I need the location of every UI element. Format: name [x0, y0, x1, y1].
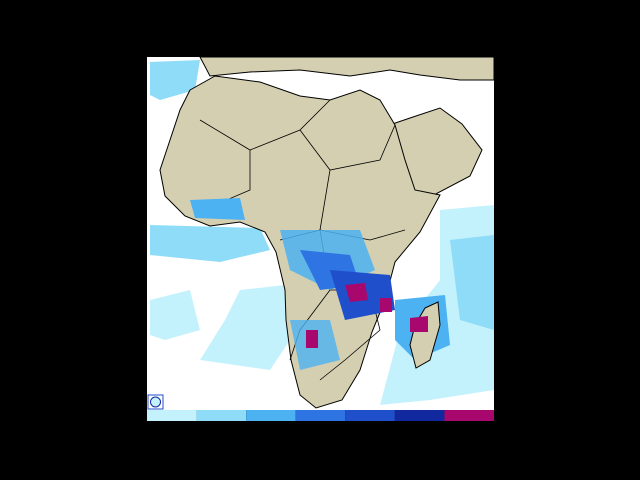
- legend-swatch: [345, 410, 395, 421]
- precip-area: [190, 198, 245, 220]
- precip-area: [410, 316, 428, 332]
- legend-swatch: [196, 410, 247, 421]
- globe[interactable]: [150, 396, 161, 408]
- legend-swatch: [246, 410, 296, 421]
- precip-area: [345, 283, 368, 302]
- precip-area: [150, 225, 270, 262]
- europe: [199, 56, 495, 81]
- precip-area: [306, 330, 318, 348]
- precip-area: [450, 235, 494, 330]
- legend-swatch: [147, 410, 197, 421]
- legend-swatch: [295, 410, 346, 421]
- precip-area: [380, 298, 392, 312]
- legend-swatch: [394, 410, 445, 421]
- color-legend: [147, 410, 494, 421]
- legend-swatch: [444, 410, 494, 421]
- precip-land: [190, 198, 428, 370]
- precip-area: [150, 60, 200, 100]
- precip-area: [150, 290, 200, 340]
- precip-area: [200, 285, 290, 370]
- globe-icon[interactable]: [147, 394, 164, 410]
